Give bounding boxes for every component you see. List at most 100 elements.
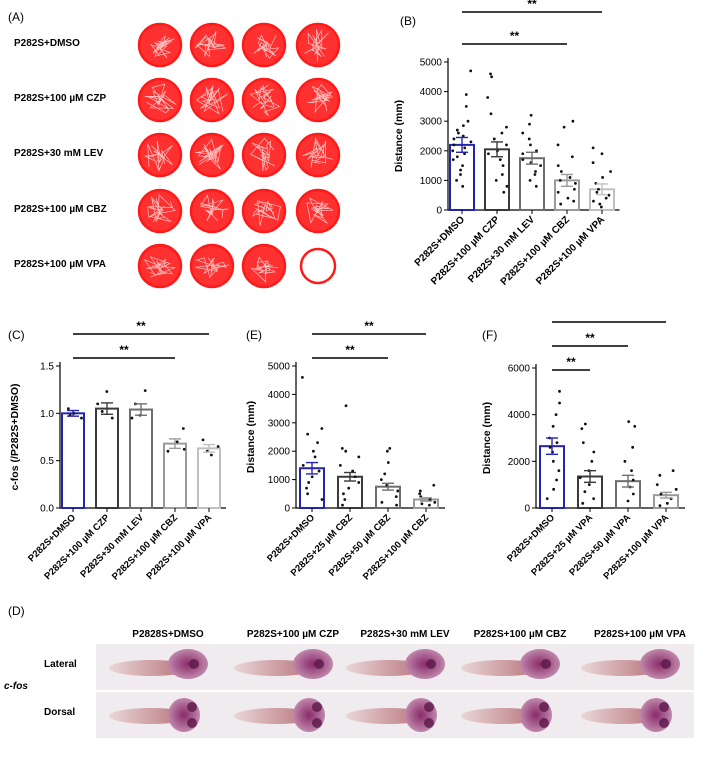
data-point xyxy=(570,155,574,159)
significance-label: ** xyxy=(566,355,576,369)
track-plate xyxy=(189,188,235,234)
data-point xyxy=(455,128,459,132)
data-point xyxy=(428,498,432,501)
y-axis-title: Distance (mm) xyxy=(393,100,405,172)
data-point xyxy=(591,146,595,150)
data-point xyxy=(633,424,637,428)
bar xyxy=(449,143,475,212)
data-point xyxy=(394,495,398,499)
data-point xyxy=(600,152,604,156)
data-point xyxy=(529,113,533,117)
track-row-label: P282S+100 µM VPA xyxy=(14,259,107,270)
y-axis-title: c-fos (/P282S+DMSO) xyxy=(9,383,21,490)
embryo-head xyxy=(405,698,437,732)
data-point xyxy=(528,179,532,182)
data-point xyxy=(674,487,678,491)
x-category-label: P282S+30 mM LEV xyxy=(466,214,537,285)
x-category-label: P282S+100 µM VPA xyxy=(145,512,215,582)
data-point xyxy=(383,472,387,476)
track-ring xyxy=(189,22,235,68)
track-plate xyxy=(241,22,287,68)
panel-e-chart: 0 1000 2000 3000 4000 5000 Distance (mm) P282S+… xyxy=(245,319,445,582)
data-point xyxy=(452,143,456,147)
y-tick-label: 5000 xyxy=(420,58,443,69)
data-point xyxy=(459,168,462,172)
data-point xyxy=(466,119,470,123)
track-ring xyxy=(241,132,287,178)
data-point xyxy=(461,164,464,168)
data-point xyxy=(559,202,563,206)
data-point xyxy=(469,140,473,144)
data-point xyxy=(599,205,603,209)
data-point xyxy=(307,481,311,484)
embryo-head xyxy=(168,698,200,732)
track-ring xyxy=(137,22,183,68)
data-point xyxy=(351,469,355,473)
x-category-label: P282S+30 mM LEV xyxy=(78,512,146,580)
bar xyxy=(95,407,119,509)
embryo-eye xyxy=(539,718,549,728)
data-point xyxy=(505,125,508,129)
embryo-eye xyxy=(661,659,671,669)
data-point xyxy=(432,483,436,487)
data-point xyxy=(500,131,504,135)
data-point xyxy=(583,490,587,494)
data-point xyxy=(562,125,566,129)
data-point xyxy=(320,498,324,501)
data-point xyxy=(556,143,560,147)
track-plate xyxy=(189,132,235,178)
embryo-eye xyxy=(541,659,551,669)
data-point xyxy=(548,445,552,449)
y-tick-label: 2000 xyxy=(508,457,531,468)
data-point xyxy=(592,497,596,501)
y-tick-label: 0 xyxy=(524,504,530,515)
track-path xyxy=(195,31,226,58)
track-ring xyxy=(241,77,287,123)
data-point xyxy=(461,184,465,188)
data-point xyxy=(595,190,599,194)
significance-label: ** xyxy=(364,319,374,333)
data-point xyxy=(583,422,587,426)
panel-d-letter: (D) xyxy=(8,604,25,618)
data-point xyxy=(492,137,496,141)
embryo-eye xyxy=(312,718,322,728)
panel-a-letter: (A) xyxy=(8,10,24,24)
track-path xyxy=(195,257,229,278)
data-point xyxy=(451,158,455,162)
significance-label: ** xyxy=(585,331,595,345)
data-point xyxy=(529,143,532,147)
panel-b-chart: 0 1000 2000 3000 4000 5000 Distance (mm) P282S+… xyxy=(393,0,620,288)
x-category-label: P282S+100 µM CBZ xyxy=(499,214,572,287)
data-point xyxy=(623,459,627,463)
track-ring xyxy=(241,22,287,68)
embryo-eye xyxy=(659,702,669,712)
bar xyxy=(539,445,565,510)
y-tick-label: 1000 xyxy=(420,176,443,187)
data-point xyxy=(418,492,422,496)
data-point xyxy=(105,390,109,393)
track-plate xyxy=(241,77,287,123)
embryo-eye xyxy=(426,659,436,669)
data-point xyxy=(379,478,383,481)
track-fill xyxy=(243,79,285,121)
track-plate xyxy=(241,188,287,234)
data-point xyxy=(592,199,595,203)
track-ring xyxy=(241,243,287,289)
embryo-eye xyxy=(659,718,669,728)
data-point xyxy=(306,432,310,436)
data-point xyxy=(489,112,493,116)
data-point xyxy=(143,389,147,393)
track-row-label: P282S+30 mM LEV xyxy=(14,148,104,159)
track-path xyxy=(196,85,228,115)
data-point xyxy=(521,158,525,162)
track-path xyxy=(303,28,329,62)
panel-e-letter: (E) xyxy=(246,328,262,342)
significance-label: ** xyxy=(527,0,537,11)
data-point xyxy=(463,152,466,156)
track-path xyxy=(253,34,280,59)
data-point xyxy=(502,190,506,194)
x-category-label: P282S+100 µM VPA xyxy=(534,214,607,287)
data-point xyxy=(181,427,185,430)
data-point xyxy=(587,483,591,487)
y-tick-label: 1.0 xyxy=(40,409,54,420)
